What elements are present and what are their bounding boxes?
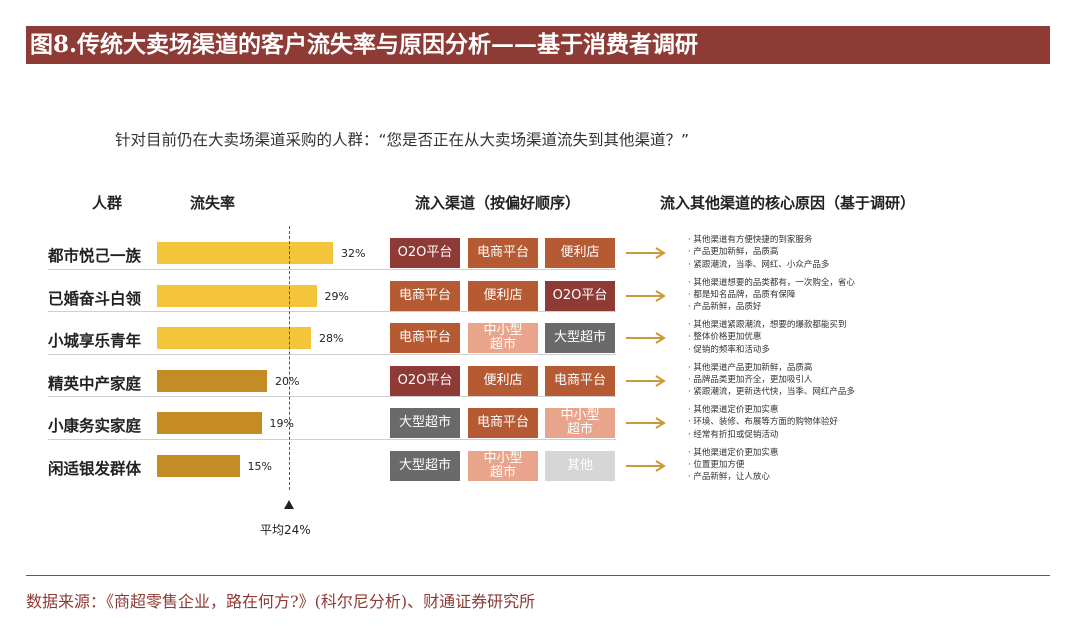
- group-label: 闲适银发群体: [48, 459, 142, 478]
- channel-cell: 便利店: [468, 365, 538, 396]
- rate-value-label: 19%: [269, 417, 294, 430]
- reason-item: · 其他渠道产品更加新鲜，品质高: [688, 362, 813, 373]
- average-line: [289, 226, 290, 490]
- header-rate: 流失率: [190, 194, 236, 212]
- channel-cell: 其他: [545, 450, 615, 481]
- reason-item: · 经常有折扣或促销活动: [688, 429, 779, 440]
- rate-bar: [157, 242, 333, 264]
- header-group: 人群: [92, 194, 123, 212]
- channel-cell-line: 超市: [489, 337, 516, 352]
- rate-bar: [157, 454, 240, 477]
- reason-item: · 紧跟潮流，当季、网红、小众产品多: [688, 259, 830, 270]
- reason-item: · 促销的频率和活动多: [688, 344, 770, 355]
- arrow-right-icon: [626, 289, 666, 302]
- group-label: 小城享乐青年: [48, 332, 142, 350]
- reason-list: · 其他渠道定价更加实惠 · 环境、装修、布展等方面的购物体验好 · 经常有折扣或促…: [688, 404, 838, 441]
- group-label: 都市悦己一族: [48, 247, 142, 265]
- reason-item: · 其他渠道定价更加实惠: [688, 447, 779, 458]
- channel-cell: 中小型 超市: [545, 408, 615, 438]
- channel-cell: 电商平台: [390, 323, 460, 353]
- source-note: 数据来源：《商超零售企业，路在何方?》(科尔尼分析)、财通证券研究所: [26, 592, 536, 611]
- reason-item: · 产品新鲜，让人放心: [688, 472, 770, 483]
- channel-cell: 便利店: [468, 280, 538, 311]
- arrow-right-icon: [626, 374, 666, 387]
- rate-value-label: 28%: [319, 332, 344, 345]
- reason-item: · 都是知名品牌，品质有保障: [688, 289, 796, 300]
- channel-cell: 电商平台: [545, 365, 615, 396]
- channel-cell: 大型超市: [390, 408, 460, 438]
- reason-list: · 其他渠道想要的品类都有，一次购全，省心 · 都是知名品牌，品质有保障 · 产品新…: [688, 277, 855, 314]
- channel-cell: 中小型 超市: [468, 450, 538, 481]
- row-separator: [48, 396, 616, 397]
- rate-bar: [157, 327, 311, 349]
- reason-item: · 位置更加方便: [688, 459, 745, 470]
- average-label: 平均24%: [260, 523, 311, 537]
- rate-bar: [157, 284, 317, 307]
- row-separator: [48, 311, 616, 312]
- header-reasons: 流入其他渠道的核心原因（基于调研）: [660, 194, 916, 212]
- rate-value-label: 29%: [324, 289, 349, 303]
- reason-item: · 环境、装修、布展等方面的购物体验好: [688, 417, 838, 428]
- channel-cell-line: 超市: [489, 464, 516, 480]
- header-channels: 流入渠道（按偏好顺序）: [415, 194, 581, 212]
- survey-question: 针对目前仍在大卖场渠道采购的人群：“您是否正在从大卖场渠道流失到其他渠道？”: [115, 131, 690, 149]
- channel-cell: 电商平台: [468, 408, 538, 438]
- reason-item: · 其他渠道想要的品类都有，一次购全，省心: [688, 277, 855, 288]
- reason-item: · 整体价格更加优惠: [688, 332, 762, 343]
- footer-divider: [26, 575, 1050, 576]
- reason-item: · 产品新鲜，品质好: [688, 302, 762, 313]
- reason-item: · 产品更加新鲜，品质高: [688, 247, 779, 258]
- reason-item: · 其他渠道有方便快捷的到家服务: [688, 235, 813, 245]
- row-separator: [48, 438, 616, 440]
- average-marker-icon: [284, 500, 294, 509]
- channel-cell: 便利店: [545, 238, 615, 268]
- channel-cell: 电商平台: [390, 280, 460, 311]
- arrow-right-icon: [626, 332, 666, 344]
- rate-bar: [157, 369, 267, 392]
- reason-list: · 其他渠道紧跟潮流，想要的爆款都能买到 · 整体价格更加优惠 · 促销的频率和活动…: [688, 319, 846, 356]
- channel-cell: 电商平台: [468, 238, 538, 268]
- reason-item: · 紧跟潮流，更新迭代快，当季、网红产品多: [688, 387, 855, 398]
- reason-item: · 品牌品类更加齐全，更加吸引人: [688, 374, 813, 385]
- figure-title: 图8.传统大卖场渠道的客户流失率与原因分析——基于消费者调研: [26, 26, 1050, 64]
- row-separator: [48, 353, 616, 355]
- rate-value-label: 20%: [275, 374, 300, 388]
- channel-cell: 中小型 超市: [468, 323, 538, 353]
- group-label: 已婚奋斗白领: [48, 289, 142, 308]
- group-label: 精英中产家庭: [48, 374, 142, 393]
- channel-cell: 大型超市: [545, 323, 615, 353]
- rate-bar: [157, 412, 262, 434]
- reason-list: · 其他渠道有方便快捷的到家服务 · 产品更加新鲜，品质高 · 紧跟潮流，当季、网红…: [688, 234, 829, 271]
- arrow-right-icon: [626, 417, 666, 429]
- channel-cell-line: 超市: [566, 422, 593, 437]
- reason-item: · 其他渠道紧跟潮流，想要的爆款都能买到: [688, 320, 847, 330]
- reason-item: · 其他渠道定价更加实惠: [688, 405, 779, 415]
- channel-cell: O2O平台: [545, 280, 615, 311]
- rate-value-label: 32%: [341, 247, 366, 260]
- channel-cell-line: 中小型: [560, 408, 600, 423]
- group-label: 小康务实家庭: [48, 417, 142, 435]
- channel-cell-line: 中小型: [483, 450, 523, 466]
- channel-cell: 大型超市: [390, 450, 460, 481]
- row-separator: [48, 268, 616, 270]
- rate-value-label: 15%: [247, 459, 272, 473]
- arrow-right-icon: [626, 459, 666, 472]
- channel-cell-line: 中小型: [483, 323, 523, 338]
- channel-cell: O2O平台: [390, 365, 460, 396]
- reason-list: · 其他渠道产品更加新鲜，品质高 · 品牌品类更加齐全，更加吸引人 · 紧跟潮流，更…: [688, 362, 855, 399]
- arrow-right-icon: [626, 247, 666, 259]
- channel-cell: O2O平台: [390, 238, 460, 268]
- reason-list: · 其他渠道定价更加实惠 · 位置更加方便 · 产品新鲜，让人放心: [688, 447, 778, 484]
